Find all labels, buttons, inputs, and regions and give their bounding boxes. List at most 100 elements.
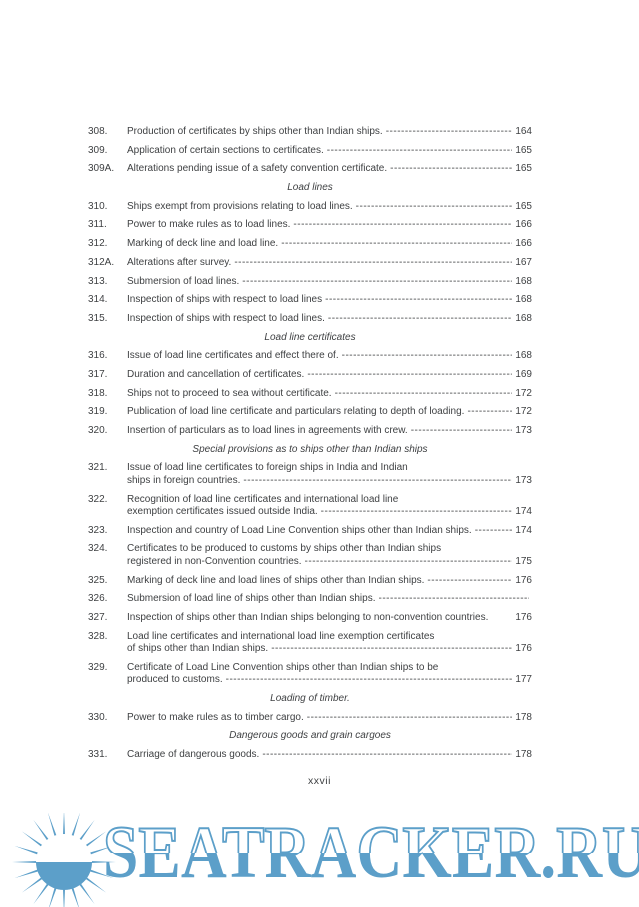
entry-title-line: Recognition of load line certificates an…	[127, 493, 399, 505]
entry-title-line: Ships exempt from provisions relating to…	[127, 200, 353, 212]
entry-section-number: 313.	[88, 275, 108, 287]
toc-entry: 325. Marking of deck line and load lines …	[88, 575, 532, 588]
entry-title-line: Inspection of ships with respect to load…	[127, 294, 323, 306]
page-number: 176	[515, 612, 532, 623]
page-number: 164	[515, 126, 532, 137]
dash-leader: ----------------------------------------…	[281, 238, 512, 250]
toc-entry: 328. Load line certificates and internati…	[88, 631, 532, 656]
page-number: 176	[515, 643, 532, 655]
sun-disc-top-white	[36, 834, 92, 862]
entry-title-line: Power to make rules as to timber cargo.	[127, 711, 304, 723]
sun-ray	[12, 860, 44, 864]
entry-section-number: 323.	[88, 524, 108, 536]
page-number: 176	[515, 574, 532, 586]
dash-leader: ----------------------------------------…	[225, 674, 513, 686]
entry-title-line: Power to make rules as to load lines.	[127, 219, 291, 231]
entry-content: Application of certain sections to certi…	[127, 145, 532, 158]
toc-entry: 320. Insertion of particulars as to load …	[88, 425, 532, 438]
entry-section-number: 318.	[88, 387, 108, 399]
sun-ray	[84, 860, 116, 864]
toc-section-heading: Load line certificates	[264, 331, 356, 343]
toc-entry: 309A. Alterations pending issue of a safe…	[88, 163, 532, 176]
entry-content: Submersion of load lines. ---------------…	[127, 276, 532, 289]
entry-section-number: 320.	[88, 425, 108, 436]
entry-section-number: 330.	[88, 711, 108, 723]
dash-leader: ----------------------------------------…	[293, 219, 512, 231]
entry-content: Issue of load line certificates and effe…	[127, 350, 532, 363]
toc-entry: 312. Marking of deck line and load line. -…	[88, 238, 532, 251]
entry-content: Alterations after survey. ---------------…	[127, 257, 532, 270]
dash-leader: ----------------------------------------…	[326, 144, 513, 156]
page-number: 168	[515, 312, 532, 324]
toc-section-heading: Dangerous goods and grain cargoes	[229, 730, 391, 742]
page-number: 175	[515, 555, 532, 567]
page-number: 166	[515, 219, 532, 231]
page-number: 165	[515, 200, 532, 212]
entry-title-line: Inspection of ships other than Indian sh…	[127, 612, 489, 623]
entry-title-line: ships in foreign countries.	[127, 474, 241, 486]
entry-content: Certificates to be produced to customs b…	[127, 543, 532, 568]
entry-section-number: 324.	[88, 543, 108, 555]
entry-section-number: 315.	[88, 312, 108, 324]
dash-leader: ----------------------------------------…	[467, 406, 512, 418]
page-number: 173	[515, 425, 532, 436]
dash-leader: ----------------------------------------…	[271, 643, 513, 655]
dash-leader: ----------------------------------------…	[325, 294, 512, 306]
page-number: 177	[515, 674, 532, 686]
toc-entry: 310. Ships exempt from provisions relatin…	[88, 201, 532, 214]
toc-entry: 321. Issue of load line certificates to f…	[88, 462, 532, 487]
toc-entry: 327. Inspection of ships other than India…	[88, 612, 532, 625]
entry-title-line: Duration and cancellation of certificate…	[127, 368, 305, 380]
entry-content: Submersion of load line of ships other t…	[127, 593, 532, 606]
entry-section-number: 310.	[88, 200, 108, 212]
toc-entry: 326. Submersion of load line of ships oth…	[88, 593, 532, 606]
toc-entry: 314. Inspection of ships with respect to …	[88, 294, 532, 307]
entry-section-number: 327.	[88, 612, 108, 623]
toc-section-heading: Load lines	[287, 182, 333, 194]
toc-entry: 329. Certificate of Load Line Convention …	[88, 662, 532, 687]
entry-title-line: Alterations pending issue of a safety co…	[127, 163, 388, 175]
entry-title-line: Issue of load line certificates and effe…	[127, 350, 339, 362]
entry-title-line: Certificate of Load Line Convention ship…	[127, 661, 439, 673]
entry-section-number: 322.	[88, 493, 108, 505]
table-of-contents: 308. Production of certificates by ships …	[88, 126, 532, 768]
dash-leader: ----------------------------------------…	[327, 312, 512, 324]
toc-section-heading: Special provisions as to ships other tha…	[192, 443, 428, 455]
page-number: 165	[515, 163, 532, 175]
toc-entry: 331. Carriage of dangerous goods. --------…	[88, 749, 532, 762]
entry-title-line: exemption certificates issued outside In…	[127, 506, 318, 518]
sun-disc-bottom-blue	[36, 862, 92, 890]
toc-entry: 309. Application of certain sections to c…	[88, 145, 532, 158]
entry-content: Power to make rules as to load lines. ---…	[127, 219, 532, 232]
entry-title-line: Application of certain sections to certi…	[127, 144, 324, 156]
entry-content: Recognition of load line certificates an…	[127, 494, 532, 519]
dash-leader: ----------------------------------------…	[242, 275, 512, 287]
toc-entry: 318. Ships not to proceed to sea without …	[88, 388, 532, 401]
page-number: 168	[515, 350, 532, 362]
entry-title-line: produced to customs.	[127, 674, 223, 686]
page-number: 166	[515, 238, 532, 250]
dash-leader: ----------------------------------------…	[378, 593, 530, 605]
entry-content: Alterations pending issue of a safety co…	[127, 163, 532, 176]
page-number: 165	[515, 144, 532, 156]
toc-entry: 323. Inspection and country of Load Line …	[88, 525, 532, 538]
entry-content: Duration and cancellation of certificate…	[127, 369, 532, 382]
page-number: 178	[515, 711, 532, 723]
entry-content: Inspection and country of Load Line Conv…	[127, 525, 532, 538]
footer-page-number: xxvii	[308, 775, 331, 787]
dash-leader: ----------------------------------------…	[341, 350, 513, 362]
entry-section-number: 309.	[88, 144, 108, 156]
entry-content: Load line certificates and international…	[127, 631, 532, 656]
entry-content: Production of certificates by ships othe…	[127, 126, 532, 139]
sun-icon	[12, 813, 116, 907]
entry-title-line: Submersion of load line of ships other t…	[127, 593, 376, 605]
toc-entry: 317. Duration and cancellation of certifi…	[88, 369, 532, 382]
dash-leader: ----------------------------------------…	[410, 425, 513, 436]
dash-leader: ----------------------------------------…	[307, 368, 512, 380]
entry-content: Inspection of ships with respect to load…	[127, 313, 532, 326]
seatracker-watermark: SEATRACKER.RU SEATRACKER.RU	[0, 808, 639, 907]
entry-content: Ships not to proceed to sea without cert…	[127, 388, 532, 401]
entry-content: Inspection of ships with respect to load…	[127, 294, 532, 307]
dash-leader: ----------------------------------------…	[262, 749, 513, 761]
